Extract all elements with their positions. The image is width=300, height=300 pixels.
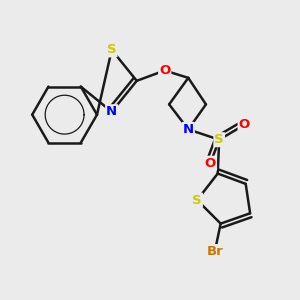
- Text: N: N: [183, 123, 194, 136]
- Text: N: N: [106, 105, 117, 118]
- Text: Br: Br: [206, 245, 223, 258]
- Text: O: O: [238, 118, 250, 131]
- Text: S: S: [192, 194, 202, 207]
- Text: O: O: [159, 64, 170, 77]
- Text: S: S: [214, 133, 224, 146]
- Text: S: S: [107, 44, 116, 56]
- Text: O: O: [205, 157, 216, 170]
